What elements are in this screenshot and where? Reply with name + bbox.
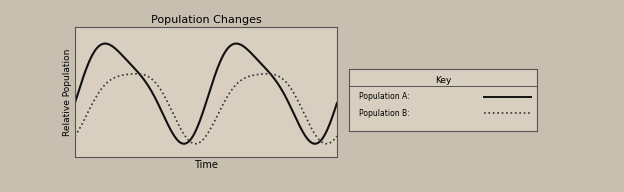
Title: Population Changes: Population Changes bbox=[150, 15, 261, 25]
X-axis label: Time: Time bbox=[194, 160, 218, 170]
Text: Key: Key bbox=[435, 76, 451, 85]
Text: Population B:: Population B: bbox=[359, 109, 409, 118]
Y-axis label: Relative Population: Relative Population bbox=[63, 48, 72, 136]
Text: Population A:: Population A: bbox=[359, 92, 409, 101]
